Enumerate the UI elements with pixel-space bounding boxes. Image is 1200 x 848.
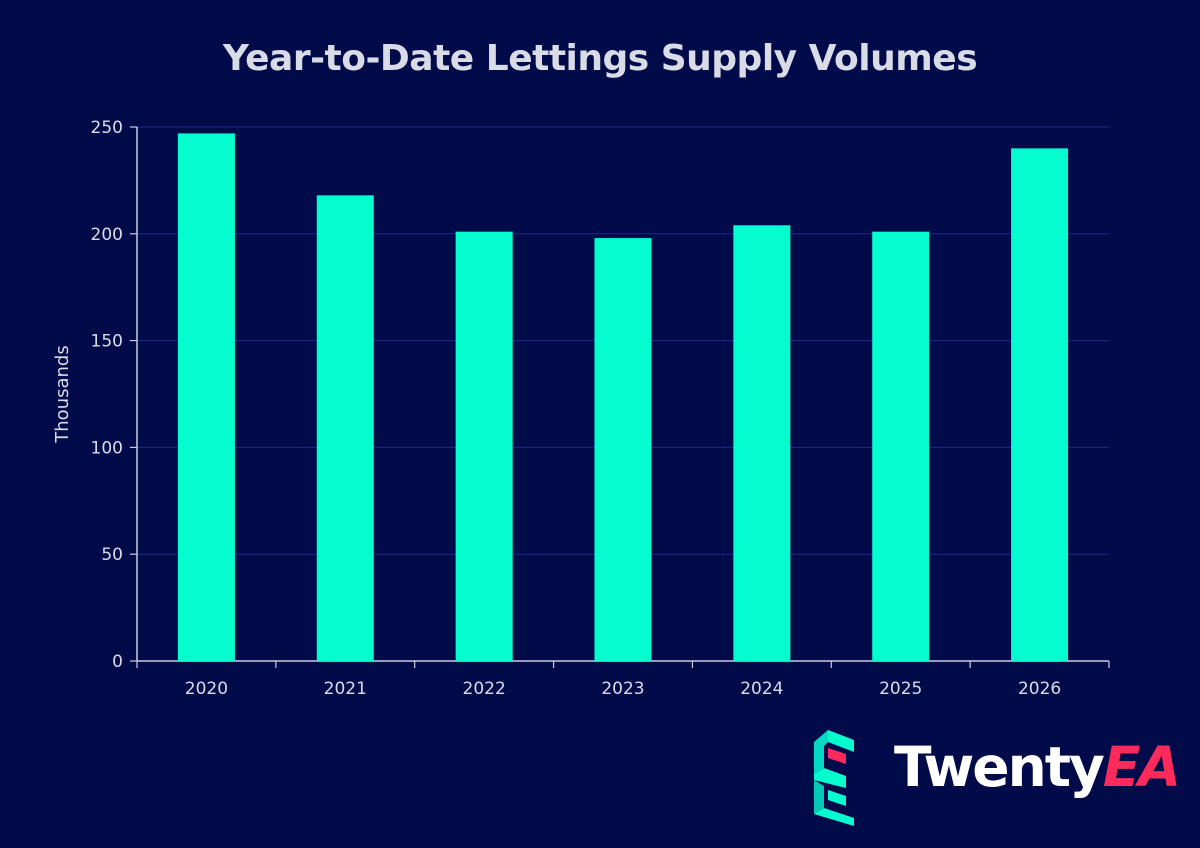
brand-logo-text: TwentyEA [894,740,1181,795]
x-tick-label: 2025 [879,679,922,699]
chart-title: Year-to-Date Lettings Supply Volumes [222,38,978,79]
x-tick-label: 2020 [185,679,228,699]
x-tick-label: 2021 [324,679,367,699]
bar-2021 [316,195,374,662]
x-tick-label: 2026 [1018,679,1061,699]
y-tick-label: 100 [91,438,123,458]
x-tick-label: 2022 [463,679,506,699]
brand-name-twenty: Twenty [894,735,1105,799]
bar-2025 [872,231,930,661]
bar-2023 [594,238,652,661]
bar-2020 [177,133,235,661]
twentyea-e-icon [814,730,854,826]
y-tick-label: 250 [91,118,123,138]
x-tick-label: 2023 [601,679,644,699]
y-axis-label: Thousands [52,345,73,443]
bar-2022 [455,231,513,661]
bar-2026 [1011,148,1069,662]
y-tick-label: 150 [91,332,123,352]
y-tick-label: 50 [101,545,123,565]
bar-2024 [733,225,791,662]
brand-name-ea: EA [1102,735,1181,799]
y-tick-label: 200 [91,225,123,245]
brand-logo: TwentyEA [806,728,1186,828]
x-tick-label: 2024 [740,679,783,699]
y-tick-label: 0 [112,652,123,672]
